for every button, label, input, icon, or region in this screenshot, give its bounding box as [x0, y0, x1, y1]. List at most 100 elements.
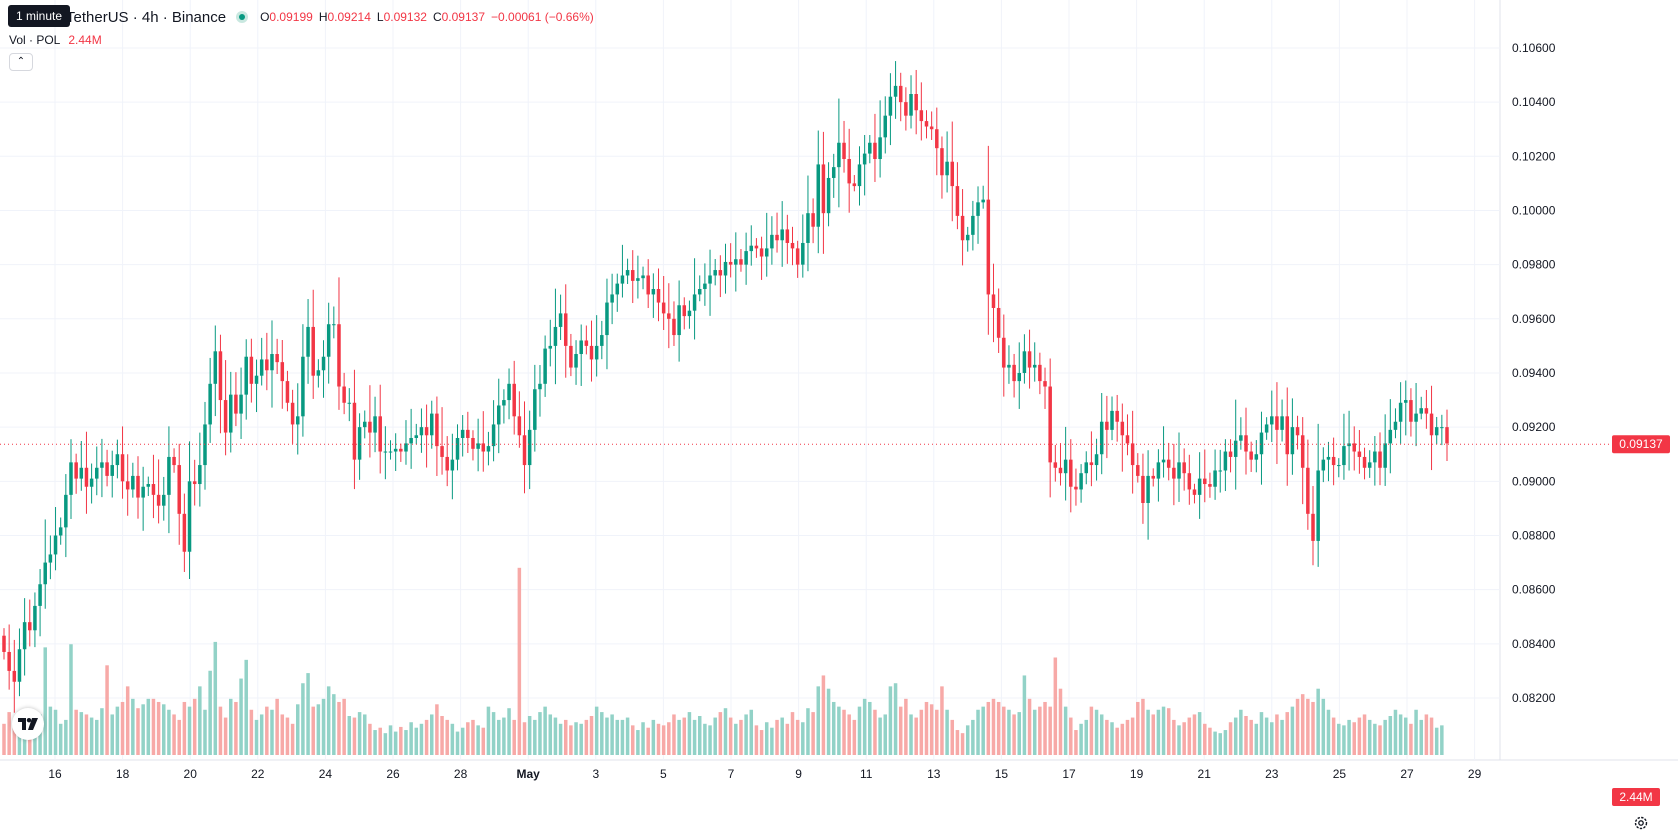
candle-body [1115, 410, 1119, 422]
candle-body [1079, 473, 1083, 490]
candle-body [151, 484, 156, 495]
volume-bar [306, 673, 310, 755]
volume-bar [522, 722, 527, 755]
volume-bar [904, 698, 908, 755]
volume-bar [1440, 725, 1444, 755]
candle-body [1120, 421, 1125, 436]
volume-bar [440, 716, 444, 755]
candle-body [579, 340, 583, 355]
candle-body [244, 356, 248, 395]
volume-badge-value: 2.44M [1619, 790, 1652, 804]
time-tick-label: 20 [184, 767, 198, 781]
candle-body [1105, 421, 1109, 430]
candle-body [1398, 402, 1403, 422]
volume-bar [744, 714, 748, 755]
volume-bar [1362, 714, 1367, 755]
candle-body [342, 386, 346, 403]
candle-body [1223, 451, 1228, 471]
volume-bar [898, 706, 903, 755]
collapse-legend-button[interactable]: ⌃ [9, 53, 33, 71]
tradingview-logo-icon[interactable] [12, 708, 44, 740]
volume-bar [533, 719, 537, 755]
candle-body [424, 427, 429, 436]
change-value: −0.00061 (−0.66%) [491, 10, 594, 24]
candle-body [100, 462, 104, 468]
candle-body [558, 313, 563, 327]
candle-body [146, 484, 151, 487]
volume-bar [960, 733, 965, 755]
candle-body [775, 234, 779, 241]
time-axis[interactable]: 16 18 20 22 24 26 28 May 3 5 7 9 11 13 15 17 19 21 23 25 27 2… [48, 767, 1481, 781]
volume-bar [1244, 716, 1248, 755]
candle-body [940, 148, 944, 176]
candle-body [986, 199, 991, 295]
candle-body [821, 164, 826, 214]
chevron-up-icon: ⌃ [16, 56, 26, 67]
volume-bar [857, 706, 862, 755]
candle-body [352, 402, 357, 460]
candle-body [1440, 427, 1444, 429]
volume-bar [718, 712, 723, 755]
volume-bar [1275, 714, 1279, 755]
volume-bar [868, 701, 872, 755]
price-tick-label: 0.08800 [1512, 528, 1556, 542]
market-status-icon[interactable] [236, 11, 249, 23]
candle-body [1125, 435, 1130, 444]
candle-body [697, 289, 702, 295]
volume-bar [234, 701, 238, 755]
candle-body [1094, 454, 1099, 466]
candle-body [661, 302, 666, 314]
volume-bar [120, 701, 125, 755]
gear-icon[interactable] [1632, 814, 1650, 832]
candle-body [435, 413, 439, 447]
volume-bar [852, 719, 857, 755]
candle-body [373, 416, 377, 433]
volume-bar [1326, 709, 1331, 755]
volume-bar [1203, 723, 1207, 755]
candle-body [862, 153, 867, 165]
candle-body [914, 94, 918, 111]
volume-bar [1022, 675, 1027, 755]
volume-bar [610, 714, 614, 755]
candle-body [1136, 465, 1140, 476]
volume-bar [414, 727, 419, 755]
volume-label[interactable]: Vol · POL [9, 33, 61, 47]
price-tick-label: 0.09000 [1512, 474, 1556, 488]
volume-bar [965, 725, 970, 755]
volume-bar [1331, 717, 1336, 755]
candle-body [218, 351, 223, 401]
candle-body [1146, 475, 1150, 503]
candle-body [1326, 456, 1331, 460]
candle-body [790, 242, 795, 249]
volume-bar [1347, 719, 1351, 755]
candle-body [708, 275, 712, 284]
volume-bar [981, 706, 985, 755]
candle-body [223, 400, 228, 433]
candle-body [1342, 446, 1346, 466]
candle-body [811, 213, 815, 227]
candle-body [1419, 408, 1423, 414]
volume-bar [1218, 733, 1222, 755]
time-tick-label: 23 [1265, 767, 1279, 781]
candle-body [1280, 416, 1284, 430]
volume-bar [806, 708, 810, 755]
volume-bar [589, 716, 594, 755]
symbol-title[interactable]: TetherUS · 4h · Binance [66, 8, 227, 26]
candle-body [904, 102, 908, 116]
price-tick-label: 0.10000 [1512, 203, 1556, 217]
volume-bar [574, 722, 578, 755]
volume-bar [1032, 709, 1037, 755]
candle-body [69, 462, 73, 495]
candle-body [74, 462, 78, 479]
volume-bar [471, 719, 475, 755]
candle-body [512, 383, 516, 417]
volume-bar [754, 725, 759, 755]
volume-bar [337, 701, 341, 755]
candle-body [388, 451, 393, 453]
time-tick-label: 26 [386, 767, 400, 781]
price-axis[interactable]: 0.08200 0.08400 0.08600 0.08800 0.09000 0.092… [1512, 41, 1556, 705]
volume-bar [862, 698, 867, 755]
volume-bar [455, 731, 460, 755]
candle-body [625, 270, 630, 276]
